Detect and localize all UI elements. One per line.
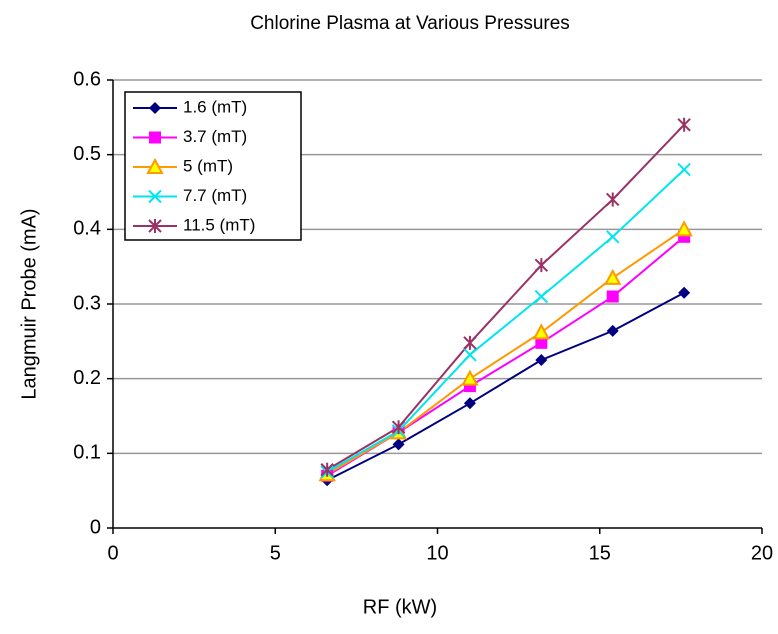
marker [391,420,406,435]
x-tick-label: 20 [751,542,773,564]
legend-label: 1.6 (mT) [183,97,247,116]
x-axis-label: RF (kW) [363,596,437,618]
y-axis-label: Langmuir Probe (mA) [18,208,40,399]
marker [535,354,548,366]
x-tick-label: 0 [107,542,118,564]
marker [606,290,619,303]
marker [606,192,620,207]
y-tick-label: 0 [90,516,101,538]
marker [463,335,477,350]
chart-title: Chlorine Plasma at Various Pressures [250,13,570,34]
marker [532,323,551,340]
marker [534,289,549,304]
legend-marker [149,131,161,144]
marker [604,268,622,285]
x-tick-label: 10 [426,542,448,564]
marker [606,324,619,337]
legend-label: 7.7 (mT) [183,186,247,205]
y-tick-label: 0.3 [73,292,101,314]
series-line [326,168,685,473]
legend-marker [148,219,162,233]
y-tick-label: 0.2 [73,367,101,389]
y-tick-label: 0.4 [73,218,101,240]
marker [461,369,479,386]
marker [534,258,549,273]
marker [392,438,405,451]
marker [463,348,477,362]
marker [675,220,693,237]
series-line [326,228,685,476]
marker [677,162,691,177]
marker [535,336,548,349]
x-tick-label: 5 [270,542,281,564]
legend-label: 3.7 (mT) [183,127,247,146]
x-tick-label: 15 [589,542,611,564]
marker [677,117,691,132]
marker [320,462,334,477]
y-tick-label: 0.1 [73,442,101,464]
marker [678,286,691,299]
legend-label: 11.5 (mT) [183,215,255,234]
y-tick-label: 0.6 [73,68,101,90]
marker [606,230,620,244]
series-line [326,124,685,471]
y-tick-label: 0.5 [73,143,101,165]
legend-marker [149,102,161,114]
series-line [326,291,685,482]
marker [463,397,476,410]
legend-marker [146,157,164,174]
legend-marker [148,189,162,204]
legend-label: 5 (mT) [183,156,233,175]
